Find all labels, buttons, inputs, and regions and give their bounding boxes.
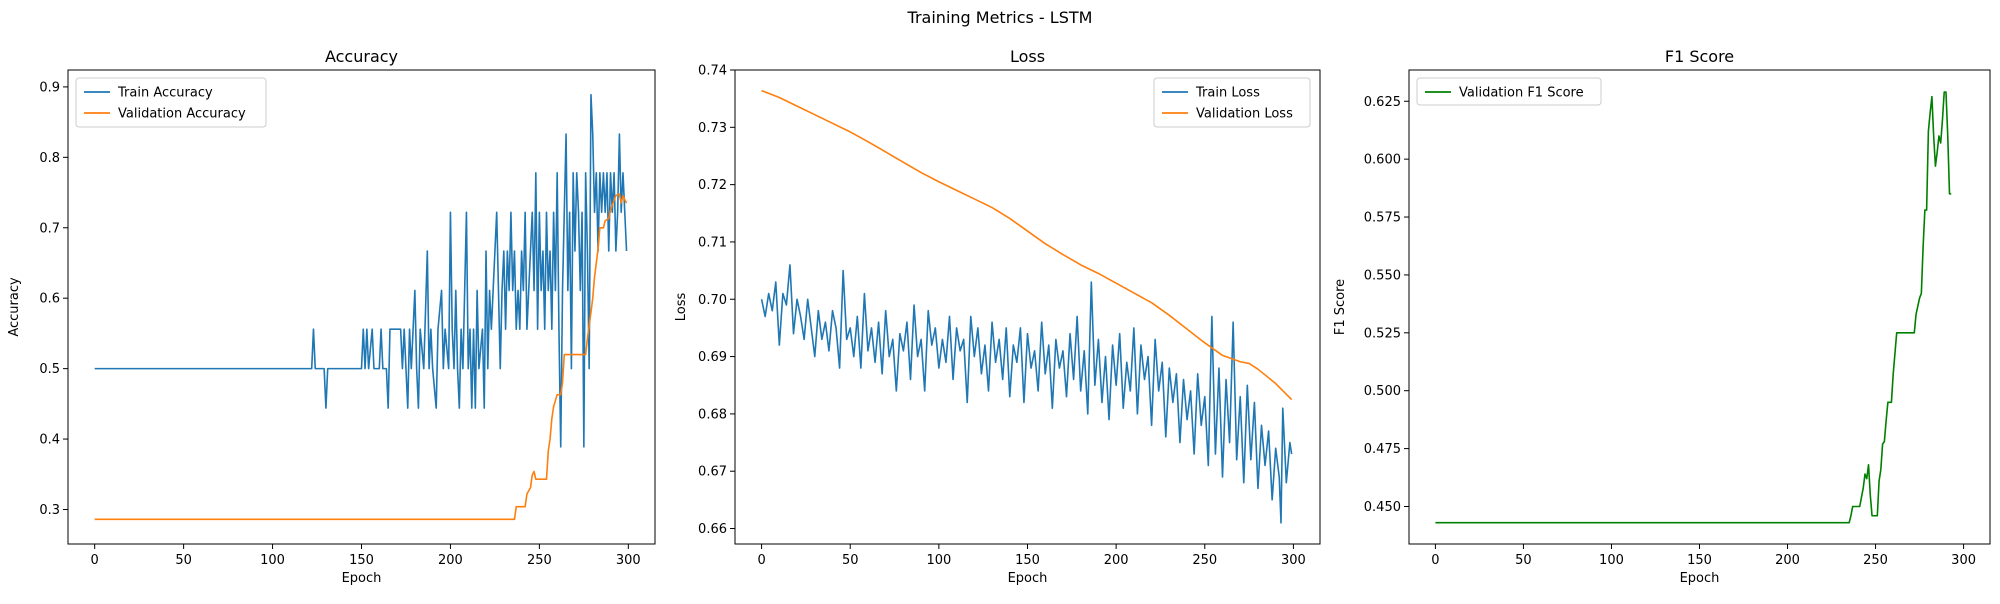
x-tick-label: 150 bbox=[1015, 553, 1040, 568]
y-tick-label: 0.70 bbox=[698, 293, 727, 308]
legend-box bbox=[1153, 77, 1311, 128]
x-axis-label: Epoch bbox=[1680, 571, 1720, 586]
x-tick-label: 150 bbox=[1687, 553, 1712, 568]
y-tick-label: 0.475 bbox=[1364, 442, 1401, 457]
y-tick-label: 0.8 bbox=[39, 151, 60, 166]
x-tick-label: 250 bbox=[1863, 553, 1888, 568]
x-tick-label: 50 bbox=[842, 553, 859, 568]
y-tick-label: 0.450 bbox=[1364, 500, 1401, 515]
legend-entry: Train Loss bbox=[1195, 86, 1260, 101]
y-tick-label: 0.72 bbox=[698, 178, 727, 193]
y-tick-label: 0.9 bbox=[39, 80, 60, 95]
y-axis-label: Accuracy bbox=[7, 277, 22, 337]
series-line-1 bbox=[94, 93, 628, 448]
y-tick-label: 0.550 bbox=[1364, 268, 1401, 283]
axes-frame bbox=[1408, 69, 1991, 545]
y-tick-label: 0.6 bbox=[39, 292, 60, 307]
y-tick-label: 0.7 bbox=[39, 221, 60, 236]
chart-panel-3: 0 50 100 150 200 250 300 0.450 0.475 0.500 0.525 0.… bbox=[1333, 47, 1991, 586]
x-tick-label: 0 bbox=[91, 553, 99, 568]
y-tick-label: 0.4 bbox=[39, 433, 60, 448]
y-tick-label: 0.66 bbox=[698, 522, 727, 537]
x-tick-label: 0 bbox=[1431, 553, 1439, 568]
legend-box bbox=[1416, 77, 1602, 106]
y-tick-label: 0.600 bbox=[1364, 153, 1401, 168]
x-tick-label: 200 bbox=[438, 553, 463, 568]
x-tick-label: 50 bbox=[175, 553, 192, 568]
y-tick-label: 0.3 bbox=[39, 503, 60, 518]
plot-area bbox=[735, 70, 1320, 544]
x-axis-label: Epoch bbox=[1008, 571, 1048, 586]
y-tick-label: 0.71 bbox=[698, 235, 727, 250]
x-tick-label: 0 bbox=[757, 553, 765, 568]
legend-entry: Validation F1 Score bbox=[1459, 86, 1584, 101]
x-tick-label: 100 bbox=[926, 553, 951, 568]
y-tick-label: 0.73 bbox=[698, 121, 727, 136]
x-axis-label: Epoch bbox=[342, 571, 382, 586]
y-tick-label: 0.74 bbox=[698, 64, 727, 79]
series-line-2 bbox=[94, 193, 628, 521]
series-line-1 bbox=[1435, 91, 1952, 524]
chart-title: Loss bbox=[1010, 47, 1045, 66]
x-tick-label: 50 bbox=[1515, 553, 1532, 568]
legend-entry: Validation Accuracy bbox=[118, 107, 246, 122]
figure-title: Training Metrics - LSTM bbox=[907, 8, 1093, 27]
y-axis-label: F1 Score bbox=[1333, 279, 1348, 335]
axes-frame bbox=[67, 69, 656, 545]
y-tick-label: 0.68 bbox=[698, 407, 727, 422]
y-tick-label: 0.5 bbox=[39, 362, 60, 377]
chart-panel-1: 0 50 100 150 200 250 300 0.3 0.4 0.5 0.6 0.7 0.8 0.9 A… bbox=[7, 47, 656, 586]
x-tick-label: 100 bbox=[260, 553, 285, 568]
x-tick-label: 250 bbox=[1192, 553, 1217, 568]
legend: Validation F1 Score bbox=[1416, 77, 1602, 106]
y-tick-label: 0.575 bbox=[1364, 211, 1401, 226]
legend-entry: Validation Loss bbox=[1196, 107, 1293, 122]
x-tick-label: 250 bbox=[527, 553, 552, 568]
legend: Train Accuracy Validation Accuracy bbox=[75, 77, 267, 128]
chart-title: Accuracy bbox=[325, 47, 398, 66]
y-tick-label: 0.67 bbox=[698, 465, 727, 480]
legend: Train Loss Validation Loss bbox=[1153, 77, 1311, 128]
y-tick-label: 0.625 bbox=[1364, 95, 1401, 110]
y-tick-label: 0.525 bbox=[1364, 326, 1401, 341]
legend-entry: Train Accuracy bbox=[117, 86, 213, 101]
chart-panel-2: 0 50 100 150 200 250 300 0.66 0.67 0.68 0.69 0.70 0.… bbox=[674, 47, 1321, 586]
series-line-1 bbox=[760, 264, 1293, 524]
x-tick-label: 200 bbox=[1104, 553, 1129, 568]
y-tick-label: 0.69 bbox=[698, 350, 727, 365]
y-tick-label: 0.500 bbox=[1364, 384, 1401, 399]
series-line-2 bbox=[761, 89, 1293, 401]
x-tick-label: 300 bbox=[1281, 553, 1306, 568]
x-tick-label: 200 bbox=[1775, 553, 1800, 568]
chart-title: F1 Score bbox=[1665, 47, 1734, 66]
plot-area bbox=[1409, 70, 1990, 544]
x-tick-label: 150 bbox=[349, 553, 374, 568]
plot-area bbox=[68, 70, 655, 544]
legend-box bbox=[75, 77, 267, 128]
x-tick-label: 100 bbox=[1599, 553, 1624, 568]
x-tick-label: 300 bbox=[616, 553, 641, 568]
axes-frame bbox=[734, 69, 1321, 545]
y-axis-label: Loss bbox=[674, 293, 689, 322]
x-tick-label: 300 bbox=[1951, 553, 1976, 568]
